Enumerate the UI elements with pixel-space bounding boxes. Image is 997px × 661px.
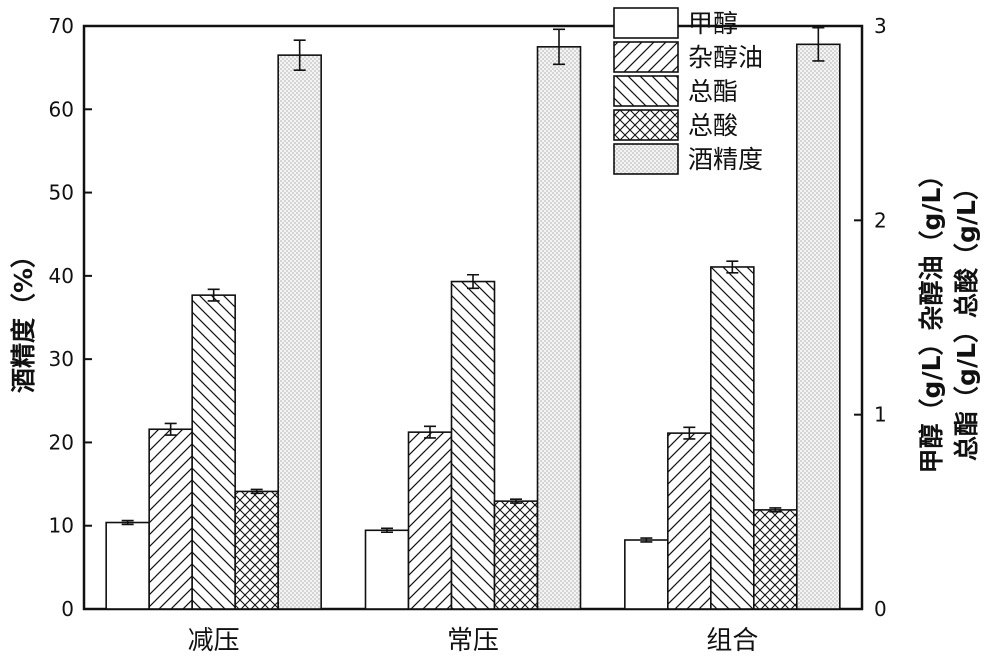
error-bar	[812, 26, 825, 62]
error-bar	[467, 273, 479, 290]
x-category-label: 组合	[706, 626, 758, 656]
bar-总酸-组合	[753, 509, 798, 610]
right-axis-title-line2: 总酯（g/L）总酸（g/L）	[952, 175, 981, 461]
error-bar	[381, 527, 393, 534]
bar-甲醇-减压	[105, 521, 150, 610]
right-axis-tick-label: 0	[874, 597, 887, 621]
error-bar	[640, 537, 653, 543]
bar-总酯-常压	[450, 280, 496, 610]
left-axis-tick-label: 30	[49, 347, 74, 371]
error-bar	[293, 39, 306, 71]
bar-总酸-常压	[493, 500, 539, 610]
bar-杂醇油-常压	[407, 431, 453, 610]
legend-swatch	[613, 41, 679, 73]
legend-swatch	[613, 109, 679, 141]
bar-甲醇-常压	[364, 529, 410, 610]
bar-总酯-组合	[710, 266, 755, 610]
right-axis-tick-label: 3	[874, 14, 887, 38]
bar-酒精度-常压	[536, 46, 582, 610]
legend-swatch	[613, 75, 679, 107]
right-axis-title-line1: 甲醇（g/L）杂醇油（g/L）	[917, 163, 946, 474]
left-axis-tick-label: 10	[49, 514, 74, 538]
error-bar	[121, 519, 134, 526]
bar-总酯-减压	[191, 294, 236, 610]
error-bar	[726, 260, 739, 274]
left-axis-tick-label: 50	[49, 181, 74, 205]
axes-layer: 0 10 20 30 40 50 60 70 0 1 2 3 减压 常压 组合	[49, 14, 887, 656]
left-axis-tick-label: 70	[49, 14, 74, 38]
x-category-label: 减压	[188, 626, 240, 656]
error-bar	[553, 28, 565, 66]
legend-label: 总酸	[688, 111, 738, 140]
bar-杂醇油-组合	[667, 432, 712, 610]
right-axis-tick-label: 2	[874, 208, 887, 232]
bar-甲醇-组合	[624, 539, 669, 610]
left-axis-title: 酒精度（%）	[9, 243, 38, 393]
left-axis-tick-label: 20	[49, 430, 74, 454]
bars-layer	[105, 26, 841, 610]
left-axis-tick-label: 40	[49, 264, 74, 288]
left-axis-tick-label: 0	[61, 597, 74, 621]
bar-酒精度-减压	[277, 54, 322, 610]
error-bar	[683, 426, 696, 440]
bar-总酸-减压	[234, 490, 279, 610]
error-bar	[250, 488, 263, 495]
x-category-label: 常压	[447, 626, 499, 656]
bar-杂醇油-减压	[148, 428, 193, 610]
legend-label: 酒精度	[688, 145, 763, 174]
left-axis-tick-label: 60	[49, 97, 74, 121]
legend-swatch	[613, 7, 679, 39]
error-bar	[424, 425, 436, 439]
bar-酒精度-组合	[796, 43, 841, 610]
legend-swatch	[613, 143, 679, 175]
error-bar	[769, 507, 782, 513]
error-bar	[164, 422, 177, 436]
right-axis-tick-label: 1	[874, 403, 887, 427]
legend-label: 总酯	[688, 77, 738, 106]
legend-label: 甲醇	[688, 9, 738, 38]
error-bar	[207, 288, 220, 302]
error-bar	[510, 498, 522, 504]
legend-label: 杂醇油	[688, 43, 763, 72]
